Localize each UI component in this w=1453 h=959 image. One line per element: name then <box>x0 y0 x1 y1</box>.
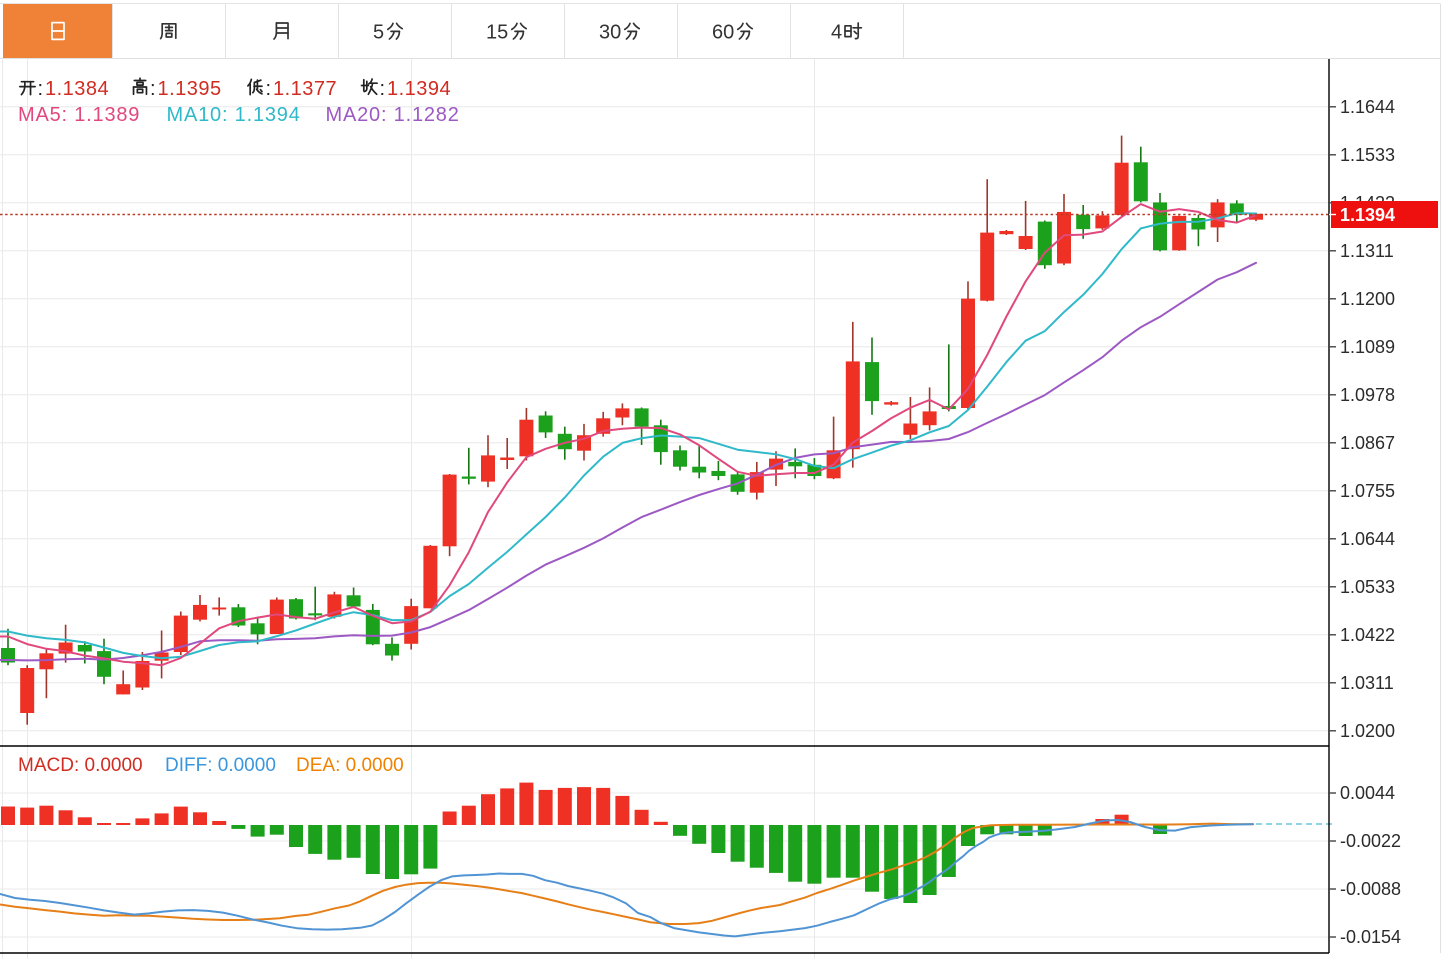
svg-text:1.1644: 1.1644 <box>1340 97 1395 117</box>
svg-text:1.1384: 1.1384 <box>45 78 109 100</box>
svg-text:1.0422: 1.0422 <box>1340 625 1395 645</box>
svg-text:DIFF: 0.0000: DIFF: 0.0000 <box>165 755 276 776</box>
svg-text:5: 5 <box>373 22 384 44</box>
svg-text:30: 30 <box>599 22 621 44</box>
svg-text:1.0644: 1.0644 <box>1340 529 1395 549</box>
svg-text::: : <box>38 78 44 100</box>
svg-text:60: 60 <box>712 22 734 44</box>
svg-text:1.0200: 1.0200 <box>1340 721 1395 741</box>
svg-text:1.1377: 1.1377 <box>273 78 337 100</box>
svg-text:1.1089: 1.1089 <box>1340 337 1395 357</box>
svg-text:1.1200: 1.1200 <box>1340 289 1395 309</box>
svg-text:-0.0154: -0.0154 <box>1340 927 1401 947</box>
svg-text:1.1311: 1.1311 <box>1340 241 1394 261</box>
svg-text:1.1533: 1.1533 <box>1340 145 1395 165</box>
svg-text:MA10: 1.1394: MA10: 1.1394 <box>167 104 301 126</box>
svg-text:MACD: 0.0000: MACD: 0.0000 <box>18 755 143 776</box>
svg-text:-0.0022: -0.0022 <box>1340 831 1401 851</box>
svg-text:1.0311: 1.0311 <box>1340 673 1394 693</box>
svg-text::: : <box>380 78 386 100</box>
svg-text:1.1394: 1.1394 <box>1340 205 1395 225</box>
svg-text::: : <box>266 78 272 100</box>
svg-text:1.0755: 1.0755 <box>1340 481 1395 501</box>
svg-text:1.1394: 1.1394 <box>387 78 451 100</box>
svg-text::: : <box>150 78 156 100</box>
svg-text:1.1395: 1.1395 <box>158 78 222 100</box>
svg-text:MA5: 1.1389: MA5: 1.1389 <box>18 104 140 126</box>
svg-text:4: 4 <box>831 22 842 44</box>
svg-text:DEA: 0.0000: DEA: 0.0000 <box>296 755 404 776</box>
svg-text:1.0533: 1.0533 <box>1340 577 1395 597</box>
svg-text:MA20: 1.1282: MA20: 1.1282 <box>326 104 460 126</box>
svg-text:0.0044: 0.0044 <box>1340 783 1395 803</box>
svg-text:-0.0088: -0.0088 <box>1340 879 1401 899</box>
svg-text:1.0978: 1.0978 <box>1340 385 1395 405</box>
svg-text:1.0867: 1.0867 <box>1340 433 1395 453</box>
svg-text:15: 15 <box>486 22 508 44</box>
